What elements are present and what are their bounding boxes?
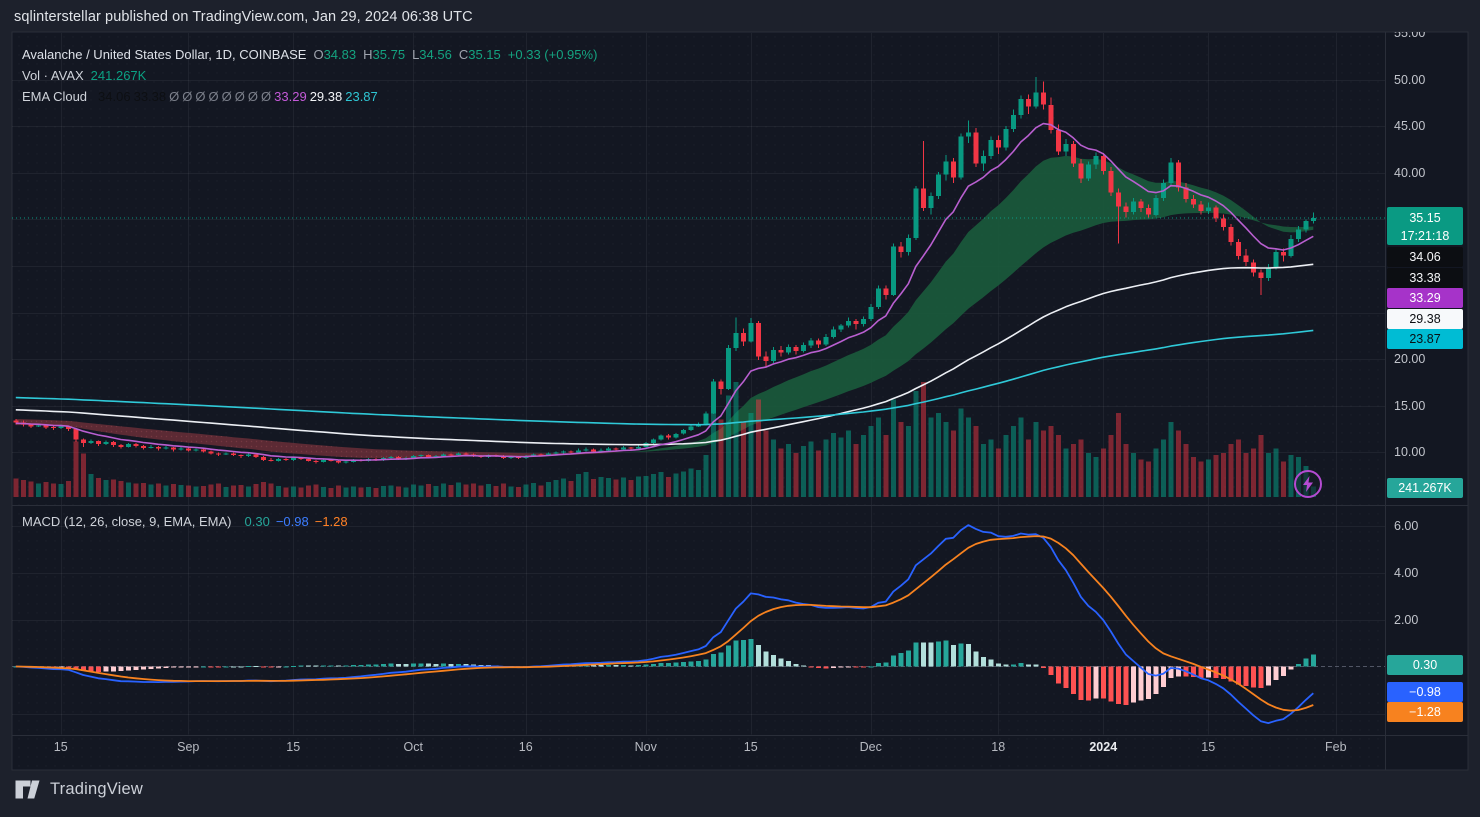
time-tick-15: 15 bbox=[1201, 740, 1216, 754]
ohlc-open: O34.83 bbox=[313, 47, 357, 62]
published-attribution: sqlinterstellar published on TradingView… bbox=[14, 9, 473, 25]
price-tick-50.00: 50.00 bbox=[1394, 72, 1426, 87]
ema-cloud-value-6: Ø bbox=[221, 89, 232, 104]
time-tick-Dec: Dec bbox=[859, 740, 882, 754]
ema-cloud-value-5: Ø bbox=[208, 89, 219, 104]
macd-value-2: −1.28 bbox=[314, 514, 348, 529]
time-tick-2024: 2024 bbox=[1089, 740, 1118, 754]
ema-cloud-label: EMA Cloud bbox=[22, 89, 88, 104]
volume-label: Vol · AVAX bbox=[22, 68, 84, 83]
price-tick-15.00: 15.00 bbox=[1394, 398, 1426, 413]
daily-change: +0.33 (+0.95%) bbox=[507, 47, 598, 62]
macd-legend-row[interactable]: MACD (12, 26, close, 9, EMA, EMA) 0.30 −0… bbox=[22, 511, 354, 532]
price-tick-40.00: 40.00 bbox=[1394, 165, 1426, 180]
time-tick-16: 16 bbox=[518, 740, 533, 754]
ohlc-low: L34.56 bbox=[412, 47, 452, 62]
price-scale[interactable]: 55.00 50.00 45.00 40.00 20.00 15.00 10.00 6.00 4… bbox=[1386, 32, 1480, 770]
last-price-badge: 35.15 17:21:18 bbox=[1387, 207, 1463, 245]
macd-tick-6.00: 6.00 bbox=[1394, 518, 1419, 533]
macd-signal-badge: −1.28 bbox=[1387, 702, 1463, 722]
macd-value-0: 0.30 bbox=[244, 514, 270, 529]
price-tick-45.00: 45.00 bbox=[1394, 119, 1426, 134]
macd-line-badge: −0.98 bbox=[1387, 681, 1463, 702]
time-scale[interactable]: 15 Sep 15 Oct 16 Nov 15 Dec 18 2024 15 Feb bbox=[0, 740, 1480, 762]
tradingview-footer[interactable]: TradingView bbox=[14, 777, 143, 802]
legend-panel: Avalanche / United States Dollar, 1D, CO… bbox=[22, 44, 597, 107]
symbol-title: Avalanche / United States Dollar, 1D, CO… bbox=[22, 47, 307, 62]
ema-cloud-value-4: Ø bbox=[195, 89, 206, 104]
time-tick-18: 18 bbox=[991, 740, 1006, 754]
ema-teal-badge: 23.87 bbox=[1387, 329, 1463, 349]
ema-cloud-value-1: 33.38 bbox=[133, 89, 167, 104]
ema-cloud-value-8: Ø bbox=[247, 89, 259, 104]
ema-cloud-value-10: 33.29 bbox=[274, 89, 307, 104]
ohlc-high: H35.75 bbox=[363, 47, 406, 62]
volume-value: 241.267K bbox=[90, 68, 147, 83]
boost-lightning-icon[interactable] bbox=[1294, 470, 1322, 498]
ema-cloud-value-11: 29.38 bbox=[309, 89, 343, 104]
brand-wordmark: TradingView bbox=[50, 780, 143, 798]
volume-legend-row[interactable]: Vol · AVAX 241.267K bbox=[22, 65, 597, 86]
time-tick-15: 15 bbox=[743, 740, 758, 754]
price-tick-20.00: 20.00 bbox=[1394, 352, 1426, 367]
ema-cloud-a-badge: 34.06 bbox=[1387, 247, 1463, 267]
price-tick-10.00: 10.00 bbox=[1394, 445, 1426, 460]
ema-purple-badge: 33.29 bbox=[1387, 288, 1463, 308]
ema-cloud-value-0: 34.06 bbox=[98, 89, 131, 104]
time-tick-Feb: Feb bbox=[1324, 740, 1347, 754]
macd-tick-4.00: 4.00 bbox=[1394, 565, 1419, 580]
macd-hist-badge: 0.30 bbox=[1387, 655, 1463, 675]
macd-values: 0.30 −0.98 −1.28 bbox=[245, 514, 354, 529]
ema-cloud-value-3: Ø bbox=[182, 89, 193, 104]
ema-cloud-legend-row[interactable]: EMA Cloud 34.06 33.38 Ø Ø Ø Ø Ø Ø Ø Ø 33.29 29.38 23… bbox=[22, 86, 597, 107]
ema-white-badge: 29.38 bbox=[1387, 308, 1463, 329]
ema-cloud-values: 34.06 33.38 Ø Ø Ø Ø Ø Ø Ø Ø 33.29 29.38 23.87 bbox=[98, 89, 381, 104]
ema-cloud-value-9: Ø bbox=[261, 89, 272, 104]
macd-tick-2.00: 2.00 bbox=[1394, 612, 1419, 627]
lightning-bolt-icon bbox=[1303, 476, 1313, 492]
time-tick-Nov: Nov bbox=[634, 740, 657, 754]
macd-value-1: −0.98 bbox=[275, 514, 309, 529]
time-tick-Sep: Sep bbox=[177, 740, 200, 754]
volume-badge: 241.267K bbox=[1387, 477, 1463, 498]
ema-cloud-value-7: Ø bbox=[234, 89, 245, 104]
ema-cloud-b-badge: 33.38 bbox=[1387, 267, 1463, 288]
macd-label: MACD (12, 26, close, 9, EMA, EMA) bbox=[22, 514, 232, 529]
ema-cloud-value-12: 23.87 bbox=[345, 89, 378, 104]
tradingview-logo-icon bbox=[15, 780, 40, 799]
time-tick-Oct: Oct bbox=[403, 740, 423, 754]
ohlc-close: C35.15 bbox=[458, 47, 501, 62]
time-tick-15: 15 bbox=[53, 740, 68, 754]
symbol-legend-row[interactable]: Avalanche / United States Dollar, 1D, CO… bbox=[22, 44, 597, 65]
price-tick-55.00: 55.00 bbox=[1394, 32, 1426, 40]
time-tick-15: 15 bbox=[286, 740, 301, 754]
ema-cloud-value-2: Ø bbox=[169, 89, 180, 104]
